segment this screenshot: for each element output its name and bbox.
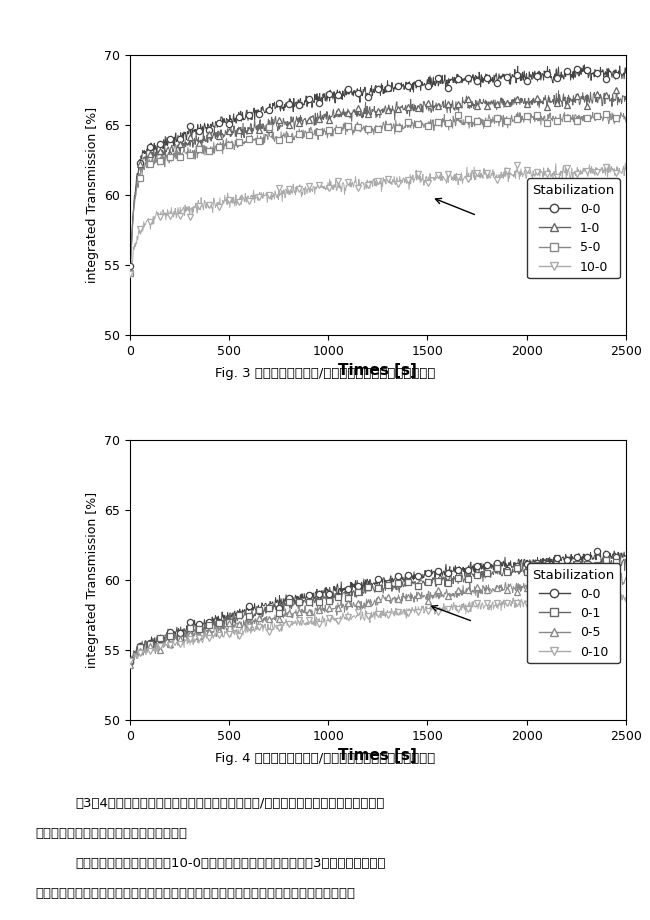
Y-axis label: integrated Transmission [%]: integrated Transmission [%] — [86, 491, 99, 668]
Text: 浓度的增加，涂料的分散稳定度降低。粘合剂的引入导致了团聚，从而导致涂料的分散稳定: 浓度的增加，涂料的分散稳定度降低。粘合剂的引入导致了团聚，从而导致涂料的分散稳定 — [35, 887, 354, 900]
Legend: 0-0, 1-0, 5-0, 10-0: 0-0, 1-0, 5-0, 10-0 — [526, 178, 619, 279]
Text: Fig. 3 粘合剂浓度对有机/无机复合涂料分散稳定性的影响: Fig. 3 粘合剂浓度对有机/无机复合涂料分散稳定性的影响 — [215, 367, 435, 380]
Text: Fig. 4 分散剂浓度对有机/无机复合涂料分散稳定性的影响: Fig. 4 分散剂浓度对有机/无机复合涂料分散稳定性的影响 — [215, 752, 435, 765]
X-axis label: Times [s]: Times [s] — [338, 748, 417, 763]
Text: 积分透光率斜率越大的样品代表越不稳定。: 积分透光率斜率越大的样品代表越不稳定。 — [35, 826, 187, 840]
Text: 图3和4分别展示了粘合剂浓度和分散剂浓度对有机/无机复合涂料分散稳定性的影响。: 图3和4分别展示了粘合剂浓度和分散剂浓度对有机/无机复合涂料分散稳定性的影响。 — [75, 797, 384, 810]
X-axis label: Times [s]: Times [s] — [338, 363, 417, 378]
Text: 我们可以发现粘合剂浓度为10-0的涂料的分散稳定性最差。如图3所示，随着粘合剂: 我们可以发现粘合剂浓度为10-0的涂料的分散稳定性最差。如图3所示，随着粘合剂 — [75, 857, 385, 869]
Y-axis label: integrated Transmission [%]: integrated Transmission [%] — [86, 107, 99, 283]
Legend: 0-0, 0-1, 0-5, 0-10: 0-0, 0-1, 0-5, 0-10 — [526, 563, 619, 663]
